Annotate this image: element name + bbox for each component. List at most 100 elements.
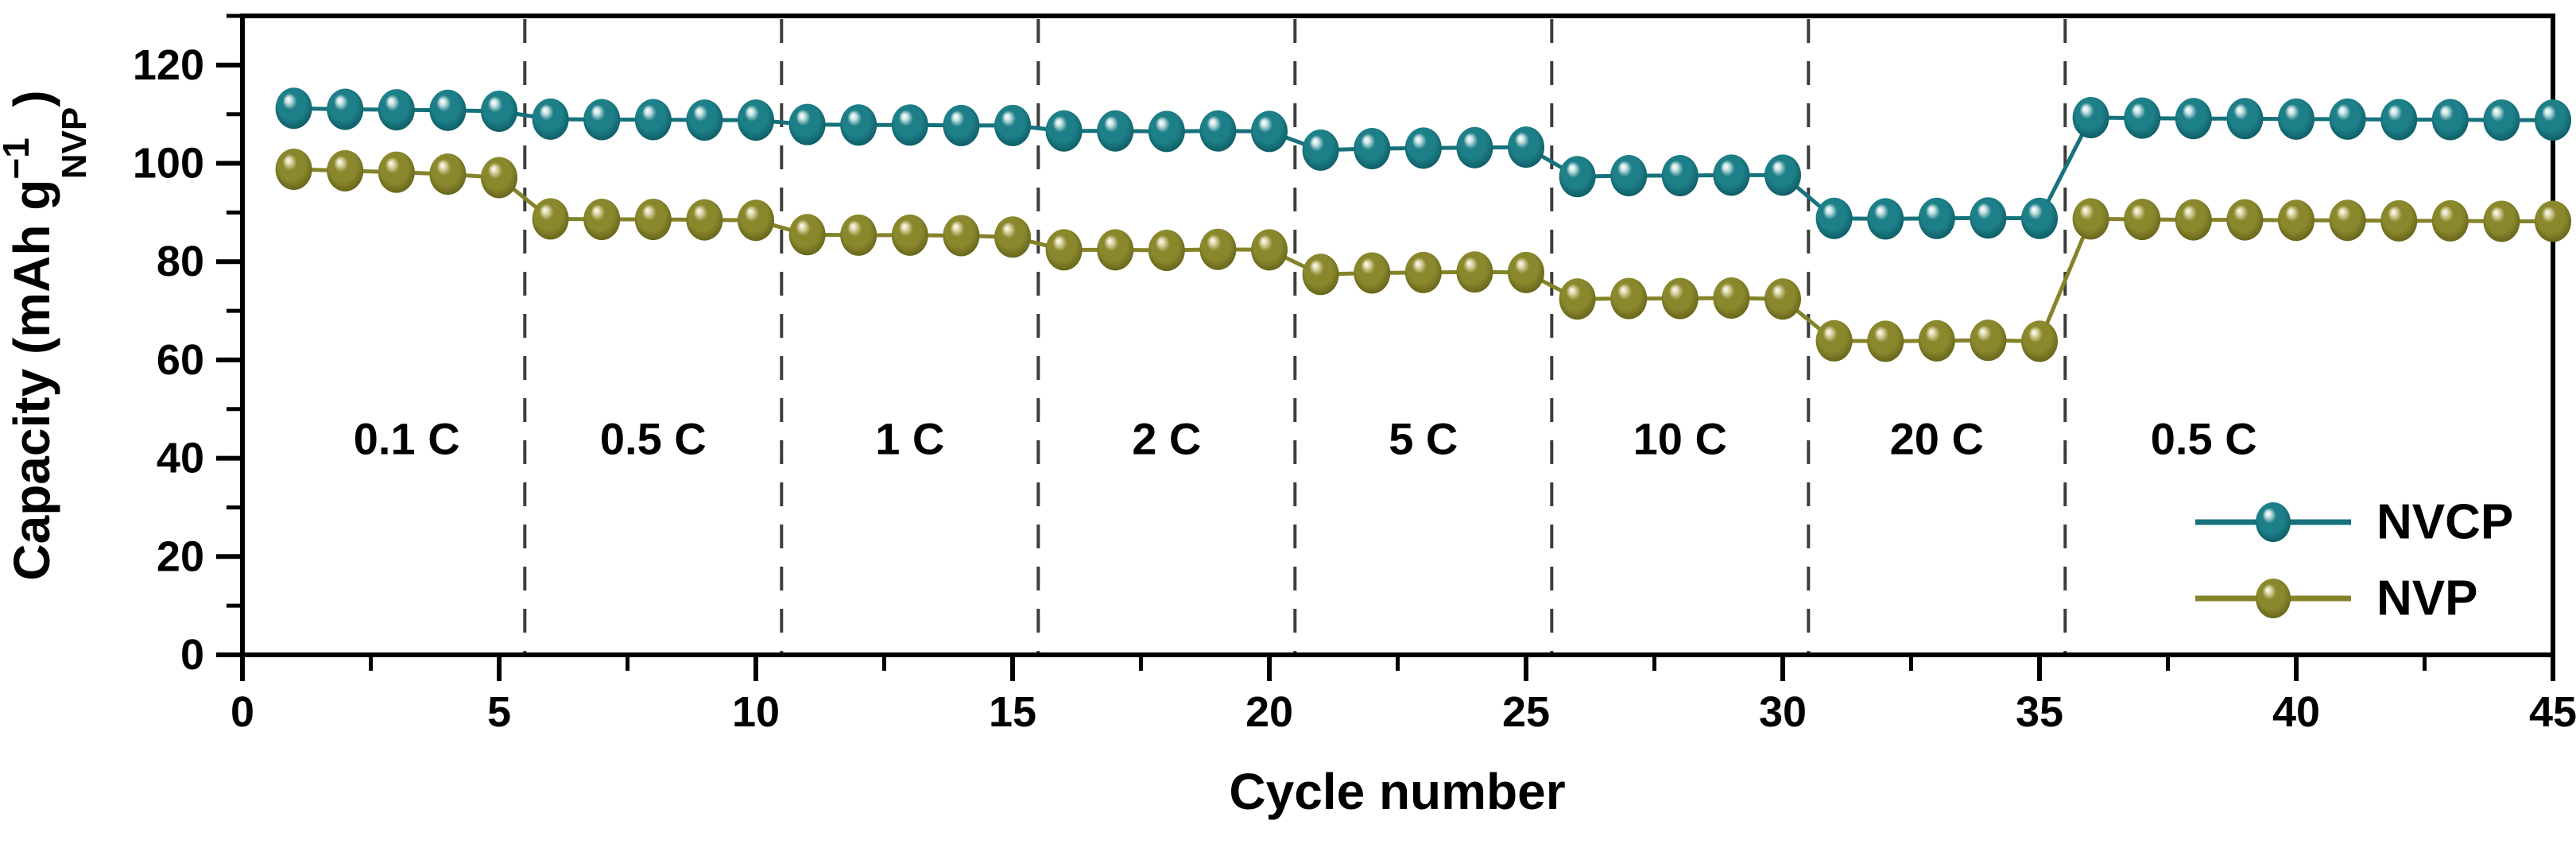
data-point-NVCP bbox=[2175, 98, 2212, 140]
data-point-NVP bbox=[583, 199, 621, 241]
data-point-NVP bbox=[840, 214, 877, 256]
data-point-NVCP bbox=[378, 89, 415, 131]
data-point-NVCP bbox=[891, 104, 928, 146]
data-point-NVCP bbox=[1404, 127, 1442, 169]
data-point-NVP bbox=[2175, 199, 2212, 241]
y-tick-label: 100 bbox=[133, 140, 204, 188]
data-point-NVP bbox=[275, 148, 312, 190]
data-point-NVCP bbox=[275, 87, 312, 130]
stage-label: 10 C bbox=[1633, 413, 1727, 463]
data-point-NVP bbox=[1610, 277, 1648, 319]
data-point-NVP bbox=[634, 199, 672, 241]
data-point-NVP bbox=[943, 215, 980, 257]
y-tick-label: 40 bbox=[157, 435, 204, 482]
data-point-NVCP bbox=[686, 99, 723, 141]
data-point-NVCP bbox=[1302, 129, 1339, 171]
data-point-NVCP bbox=[429, 89, 467, 131]
data-point-NVP bbox=[327, 149, 364, 192]
y-tick-label: 60 bbox=[157, 336, 204, 384]
data-point-NVCP bbox=[788, 103, 826, 145]
data-point-NVP bbox=[429, 153, 467, 196]
y-tick-label: 20 bbox=[157, 532, 204, 580]
data-point-NVP bbox=[1302, 254, 1339, 296]
data-point-NVP bbox=[2226, 199, 2264, 241]
data-point-NVP bbox=[2535, 200, 2571, 242]
data-point-NVCP bbox=[1199, 110, 1237, 152]
stage-label: 1 C bbox=[875, 413, 944, 463]
plot-frame bbox=[240, 14, 2555, 657]
legend-label-NVP: NVP bbox=[2377, 571, 2477, 626]
data-point-NVP bbox=[481, 157, 517, 199]
stage-label: 0.5 C bbox=[600, 413, 707, 463]
data-point-NVP bbox=[738, 199, 774, 242]
data-point-NVCP bbox=[1918, 197, 1955, 239]
data-point-NVCP bbox=[943, 104, 980, 146]
y-tick-label: 120 bbox=[133, 41, 204, 89]
data-point-NVCP bbox=[1251, 110, 1288, 153]
data-point-NVCP bbox=[1045, 110, 1083, 152]
x-tick-label: 15 bbox=[989, 688, 1036, 736]
data-point-NVP bbox=[2483, 200, 2520, 242]
data-point-NVP bbox=[1097, 229, 1134, 271]
data-point-NVCP bbox=[1764, 154, 1801, 196]
data-point-NVCP bbox=[583, 99, 621, 141]
data-point-NVP bbox=[2329, 199, 2366, 242]
stage-boundary-lines bbox=[523, 19, 2067, 652]
legend: NVCP NVP bbox=[2195, 495, 2513, 626]
data-point-NVP bbox=[1404, 251, 1442, 293]
stage-label: 0.1 C bbox=[354, 413, 460, 463]
data-point-NVCP bbox=[2329, 98, 2366, 140]
data-point-NVCP bbox=[327, 88, 364, 130]
data-point-NVP bbox=[532, 198, 569, 240]
data-point-NVP bbox=[2072, 198, 2109, 240]
y-axis-ticks: 0 20 40 60 80 100 120 bbox=[133, 14, 240, 679]
data-point-NVCP bbox=[840, 104, 877, 146]
data-point-NVCP bbox=[2226, 98, 2264, 140]
data-point-NVCP bbox=[1815, 197, 1853, 239]
data-point-NVCP bbox=[1713, 154, 1750, 196]
data-point-NVCP bbox=[2278, 98, 2315, 140]
x-tick-label: 20 bbox=[1245, 688, 1293, 736]
data-point-NVCP bbox=[1097, 110, 1134, 152]
stage-label: 2 C bbox=[1132, 413, 1201, 463]
data-point-NVCP bbox=[1867, 198, 1904, 240]
data-point-NVP bbox=[1456, 251, 1493, 293]
stage-label: 20 C bbox=[1890, 413, 1984, 463]
data-point-NVCP bbox=[2535, 99, 2571, 141]
x-axis-ticks: 0 5 10 15 20 25 30 35 40 45 bbox=[230, 657, 2576, 736]
data-point-NVP bbox=[1148, 230, 1185, 272]
data-point-NVP bbox=[994, 216, 1031, 258]
data-point-NVP bbox=[1045, 229, 1083, 271]
data-point-NVP bbox=[891, 214, 928, 256]
y-tick-label: 0 bbox=[180, 631, 204, 679]
legend-marker-ball-NVP bbox=[2256, 579, 2291, 618]
x-tick-label: 40 bbox=[2272, 688, 2320, 736]
data-point-NVP bbox=[686, 199, 723, 241]
x-tick-label: 35 bbox=[2016, 688, 2063, 736]
data-point-NVP bbox=[1559, 278, 1596, 320]
data-series bbox=[275, 87, 2571, 362]
x-tick-label: 45 bbox=[2529, 688, 2576, 736]
data-point-NVP bbox=[2278, 199, 2315, 242]
legend-marker-ball-NVCP bbox=[2256, 502, 2291, 542]
data-point-NVP bbox=[2431, 199, 2469, 242]
x-axis-title: Cycle number bbox=[1229, 763, 1565, 820]
data-point-NVCP bbox=[2380, 99, 2418, 141]
data-point-NVCP bbox=[2072, 97, 2109, 139]
data-point-NVP bbox=[1661, 277, 1699, 319]
data-point-NVCP bbox=[634, 99, 672, 141]
x-tick-label: 5 bbox=[487, 688, 511, 736]
x-tick-label: 10 bbox=[732, 688, 780, 736]
data-point-NVCP bbox=[481, 90, 517, 132]
data-point-NVP bbox=[788, 214, 826, 256]
x-tick-label: 25 bbox=[1502, 688, 1550, 736]
y-axis-title-text: Capacity (mAh g−1 NVP) bbox=[0, 90, 94, 580]
data-point-NVP bbox=[1354, 252, 1391, 294]
plot-border bbox=[240, 14, 2555, 657]
y-axis-title: Capacity (mAh g−1 NVP) bbox=[0, 90, 94, 580]
stage-label: 5 C bbox=[1389, 413, 1458, 463]
data-point-NVCP bbox=[1559, 156, 1596, 198]
data-point-NVP bbox=[378, 151, 415, 193]
data-point-NVCP bbox=[1148, 110, 1185, 153]
